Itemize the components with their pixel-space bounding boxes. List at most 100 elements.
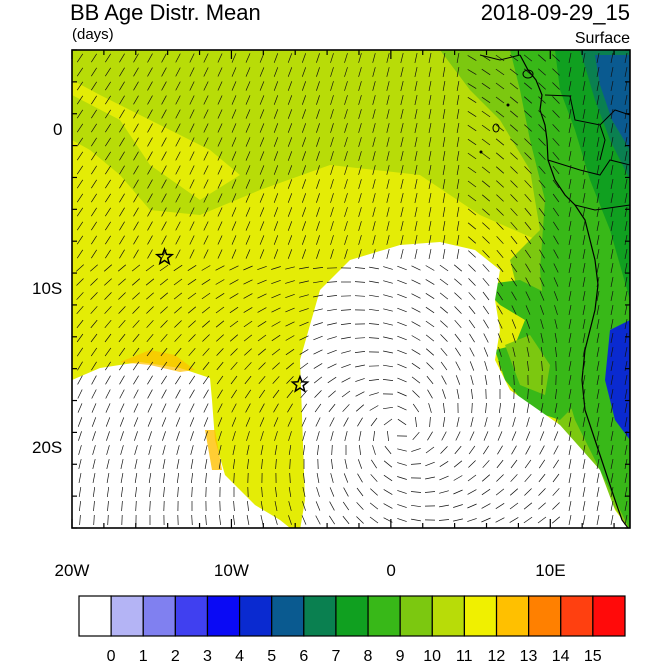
wind-vector (428, 109, 432, 119)
wind-vector (233, 500, 235, 512)
wind-vector (540, 319, 544, 329)
wind-vector (414, 53, 418, 63)
wind-vector (369, 392, 379, 396)
wind-vector (203, 81, 209, 91)
wind-vector (104, 319, 112, 329)
plot-title: BB Age Distr. Mean (70, 0, 261, 25)
colorbar-swatch (206, 595, 241, 637)
wind-vector (469, 333, 475, 343)
wind-vector (177, 486, 179, 498)
wind-vector (316, 193, 320, 203)
wind-vector (624, 95, 628, 105)
wind-vector (119, 375, 125, 385)
wind-vector (453, 504, 463, 508)
wind-vector (119, 417, 125, 427)
wind-vector (231, 151, 237, 161)
wind-vector (596, 277, 600, 287)
wind-vector (610, 445, 614, 455)
wind-vector (344, 431, 348, 441)
wind-vector (287, 235, 293, 245)
wind-vector (104, 292, 112, 300)
wind-vector (316, 123, 320, 133)
wind-vector (134, 445, 138, 455)
wind-vector (326, 295, 338, 297)
wind-vector (118, 319, 126, 329)
wind-vector (344, 193, 348, 203)
wind-vector (456, 389, 460, 399)
wind-vector (468, 445, 476, 455)
wind-vector (497, 431, 503, 441)
wind-vector (133, 151, 139, 161)
wind-vector (511, 277, 517, 287)
wind-vector (160, 361, 168, 371)
wind-vector (120, 445, 124, 455)
wind-vector (121, 500, 123, 512)
wind-vector (105, 417, 111, 427)
wind-vector (552, 193, 560, 203)
wind-vector (105, 165, 111, 175)
wind-vector (540, 333, 544, 343)
wind-vector (610, 347, 614, 357)
wind-vector (287, 193, 293, 203)
wind-vector (203, 389, 209, 399)
wind-vector (624, 221, 628, 231)
wind-vector (233, 472, 235, 484)
wind-vector (330, 193, 334, 203)
wind-vector (330, 165, 334, 175)
wind-vector (91, 249, 97, 259)
wind-vector (354, 351, 366, 353)
wind-vector (355, 391, 365, 397)
wind-vector (383, 418, 393, 426)
wind-vector (245, 165, 251, 175)
wind-vector (383, 308, 393, 312)
wind-vector (105, 109, 111, 119)
wind-vector (400, 109, 404, 119)
wind-vector (370, 474, 378, 482)
wind-vector (525, 277, 531, 287)
wind-vector (76, 278, 84, 286)
wind-vector (568, 361, 572, 371)
wind-vector (610, 277, 614, 287)
wind-vector (356, 487, 364, 497)
wind-vector (273, 165, 279, 175)
wind-vector (259, 151, 265, 161)
wind-vector (246, 431, 250, 441)
wind-vector (91, 417, 97, 427)
wind-vector (428, 95, 432, 105)
wind-vector (386, 123, 390, 133)
wind-vector (273, 221, 279, 231)
wind-vector (510, 180, 518, 188)
wind-vector (105, 207, 111, 217)
wind-vector (119, 109, 125, 119)
wind-vector (205, 472, 207, 484)
wind-vector (358, 95, 362, 105)
wind-vector (468, 319, 476, 329)
level-label: Surface (574, 30, 630, 47)
wind-vector (496, 249, 504, 259)
wind-vector (107, 514, 109, 526)
wind-vector (76, 305, 84, 315)
wind-vector (216, 361, 224, 371)
wind-vector (496, 180, 504, 188)
wind-vector (259, 67, 265, 77)
wind-vector (372, 249, 376, 259)
wind-vector (287, 417, 293, 427)
wind-vector (285, 348, 295, 356)
wind-vector (189, 53, 195, 63)
wind-vector (456, 235, 460, 245)
wind-vector (216, 334, 224, 342)
age-field-13b (205, 430, 222, 470)
wind-vector (215, 293, 225, 299)
wind-vector (470, 417, 474, 427)
wind-vector (439, 278, 449, 286)
wind-vector (173, 278, 183, 286)
wind-vector (286, 389, 294, 399)
wind-vector (356, 516, 364, 524)
wind-vector (509, 517, 519, 523)
wind-vector (301, 179, 307, 189)
wind-vector (555, 346, 557, 358)
colorbar-swatch (399, 595, 433, 637)
wind-vector (610, 515, 614, 525)
wind-vector (132, 333, 140, 343)
wind-vector (596, 137, 600, 147)
